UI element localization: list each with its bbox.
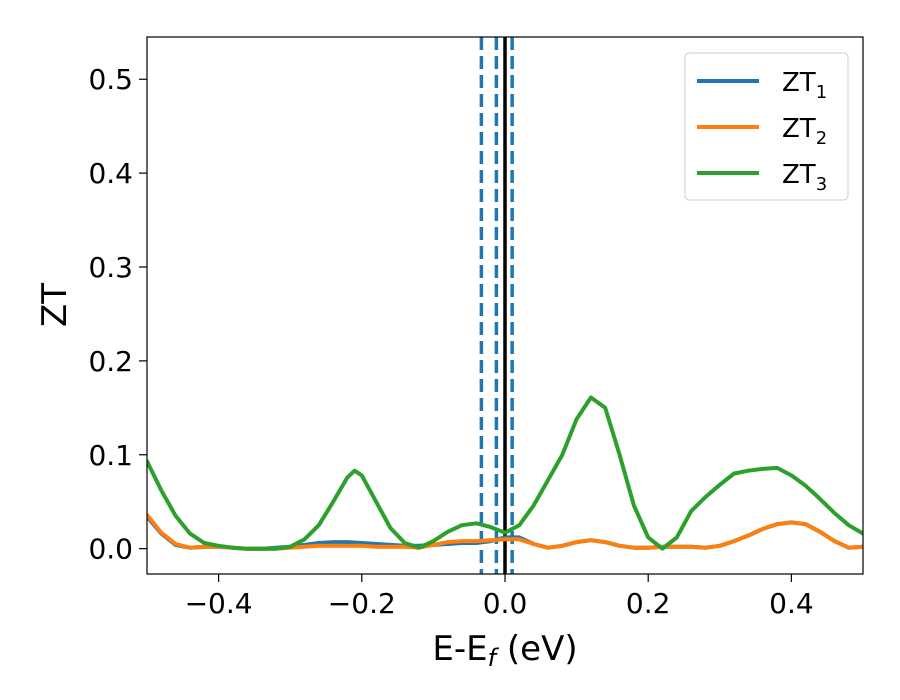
y-axis-title: ZT bbox=[35, 283, 75, 327]
x-tick-label: 0.0 bbox=[483, 587, 528, 620]
x-axis: −0.4 −0.2 0.0 0.2 0.4 bbox=[185, 574, 814, 620]
x-axis-title: E-Ef (eV) bbox=[432, 629, 577, 672]
x-tick-label: 0.4 bbox=[769, 587, 814, 620]
y-tick-label: 0.2 bbox=[88, 345, 133, 378]
legend-label-1: ZT1 bbox=[782, 68, 827, 103]
series-line-zt3 bbox=[147, 395, 863, 551]
y-tick-label: 0.3 bbox=[88, 251, 133, 284]
y-tick-label: 0.0 bbox=[88, 533, 133, 566]
x-tick-label: −0.2 bbox=[328, 587, 396, 620]
legend-label-3: ZT3 bbox=[782, 160, 827, 195]
y-axis: 0.0 0.1 0.2 0.3 0.4 0.5 bbox=[88, 63, 147, 566]
y-tick-label: 0.1 bbox=[88, 439, 133, 472]
y-tick-label: 0.5 bbox=[88, 63, 133, 96]
reference-lines bbox=[479, 37, 514, 574]
legend: ZT1 ZT2 ZT3 bbox=[684, 52, 849, 201]
legend-label-2: ZT2 bbox=[782, 114, 827, 149]
legend-frame bbox=[684, 52, 849, 201]
x-tick-label: −0.4 bbox=[185, 587, 253, 620]
y-tick-label: 0.4 bbox=[88, 157, 133, 190]
x-tick-label: 0.2 bbox=[626, 587, 671, 620]
series-layer bbox=[147, 395, 863, 551]
